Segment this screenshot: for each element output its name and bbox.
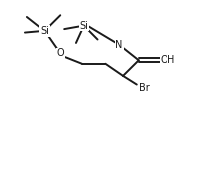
Text: O: O bbox=[160, 55, 168, 65]
Text: O: O bbox=[57, 48, 64, 58]
Text: Br: Br bbox=[139, 83, 150, 93]
Text: Si: Si bbox=[79, 21, 88, 31]
Text: Si: Si bbox=[40, 26, 49, 36]
Text: H: H bbox=[167, 55, 175, 65]
Text: N: N bbox=[115, 40, 123, 50]
